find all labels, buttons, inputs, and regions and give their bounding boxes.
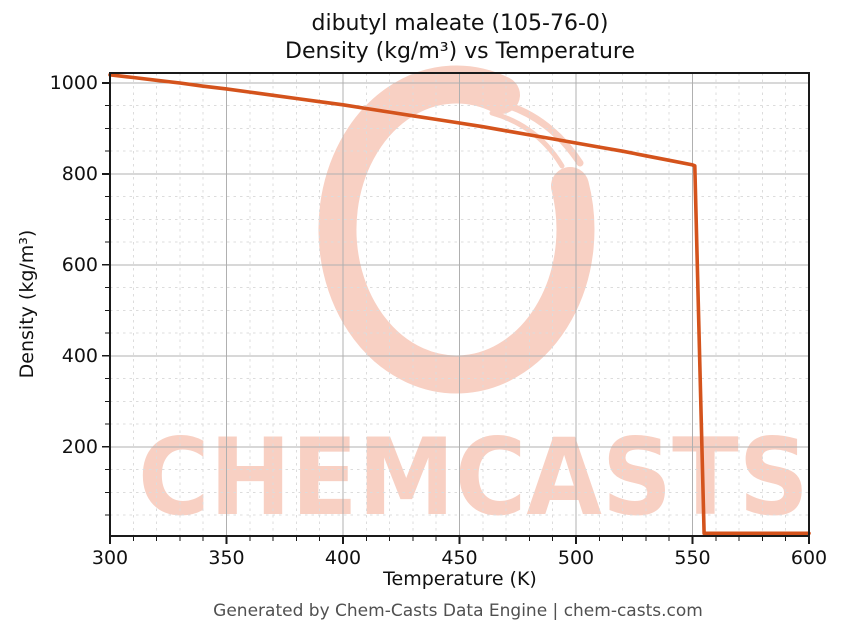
chart-title-line2: Density (kg/m³) vs Temperature	[285, 39, 635, 64]
footer-attribution: Generated by Chem-Casts Data Engine | ch…	[213, 601, 703, 621]
x-tick-label-300: 300	[91, 547, 129, 569]
y-tick-label-400: 400	[61, 344, 98, 367]
y-tick-label-1000: 1000	[49, 72, 98, 94]
axis-ticks	[102, 82, 810, 544]
density-curve	[108, 73, 811, 536]
x-tick-label-550: 550	[674, 547, 711, 569]
x-tick-label-500: 500	[557, 547, 595, 569]
axes-spines	[109, 72, 810, 537]
y-tick-label-600: 600	[61, 253, 98, 276]
chart-title-line1: dibutyl maleate (105-76-0)	[311, 11, 609, 36]
y-tick-label-200: 200	[61, 435, 98, 458]
x-tick-label-400: 400	[324, 547, 362, 569]
x-tick-label-350: 350	[208, 547, 245, 569]
x-tick-label-450: 450	[441, 547, 478, 569]
y-tick-label-800: 800	[61, 162, 98, 185]
brushstroke-ring-watermark-icon	[318, 65, 595, 394]
grid-major-lines	[110, 73, 809, 536]
y-axis-label: Density (kg/m³)	[16, 229, 38, 379]
x-tick-label-600: 600	[790, 547, 828, 569]
chart-title: dibutyl maleate (105-76-0) Density (kg/m…	[285, 10, 635, 66]
x-axis-label: Temperature (K)	[383, 568, 537, 590]
grid-minor-lines	[110, 73, 809, 536]
